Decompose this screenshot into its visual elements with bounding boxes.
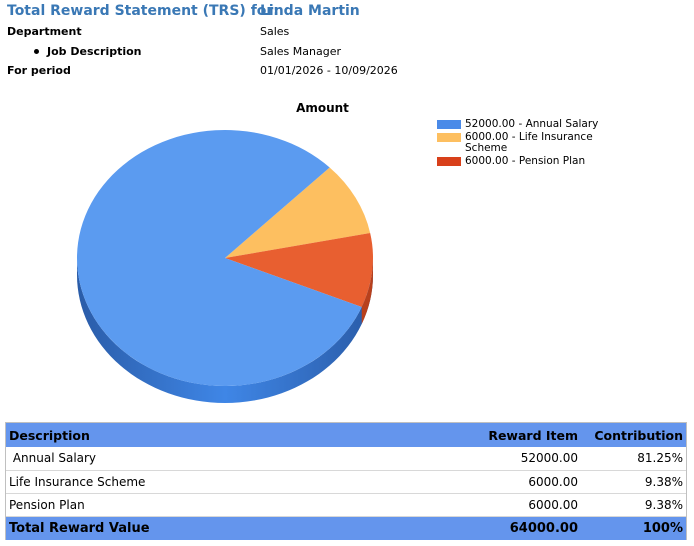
legend-swatch bbox=[437, 120, 461, 129]
row-contribution: 81.25% bbox=[581, 447, 686, 471]
reward-table: Description Reward Item Contribution Ann… bbox=[6, 423, 686, 540]
total-label: Total Reward Value bbox=[6, 516, 446, 540]
job-description-item: Job Description bbox=[34, 45, 142, 58]
column-header-description: Description bbox=[6, 423, 446, 447]
pie-slice bbox=[225, 167, 371, 258]
legend-item: 6000.00 - Pension Plan bbox=[437, 156, 637, 167]
department-label: Department bbox=[7, 25, 82, 38]
row-amount: 52000.00 bbox=[446, 447, 581, 471]
table-row: Pension Plan 6000.00 9.38% bbox=[6, 493, 686, 517]
table-header-row: Description Reward Item Contribution bbox=[6, 423, 686, 447]
legend-item: 52000.00 - Annual Salary bbox=[437, 119, 637, 130]
period-value: 01/01/2026 - 10/09/2026 bbox=[260, 64, 398, 77]
statement-title: Total Reward Statement (TRS) for: bbox=[7, 3, 279, 19]
pie-slice-side bbox=[361, 258, 373, 324]
row-description: Annual Salary bbox=[6, 447, 446, 471]
row-amount: 6000.00 bbox=[446, 470, 581, 494]
row-description: Pension Plan bbox=[6, 493, 446, 517]
table-row: Annual Salary 52000.00 81.25% bbox=[6, 447, 686, 471]
pie-slice bbox=[76, 130, 362, 387]
legend-swatch bbox=[437, 157, 461, 166]
legend-label: 6000.00 - Life Insurance Scheme bbox=[465, 131, 593, 154]
legend-swatch bbox=[437, 133, 461, 142]
bullet-icon bbox=[34, 48, 39, 54]
row-amount: 6000.00 bbox=[446, 493, 581, 517]
job-description-value: Sales Manager bbox=[260, 45, 341, 58]
pie-slice bbox=[225, 233, 373, 307]
total-amount: 64000.00 bbox=[446, 516, 581, 540]
column-header-contribution: Contribution bbox=[581, 423, 686, 447]
legend-label: 6000.00 - Pension Plan bbox=[465, 155, 586, 167]
column-header-reward-item: Reward Item bbox=[446, 423, 581, 447]
pie-chart bbox=[76, 130, 373, 403]
chart-title: Amount bbox=[296, 101, 349, 115]
department-value: Sales bbox=[260, 25, 290, 38]
period-label: For period bbox=[7, 64, 71, 77]
legend-item: 6000.00 - Life Insurance Scheme bbox=[437, 132, 637, 154]
table-row: Life Insurance Scheme 6000.00 9.38% bbox=[6, 470, 686, 494]
row-contribution: 9.38% bbox=[581, 493, 686, 517]
row-contribution: 9.38% bbox=[581, 470, 686, 494]
legend-label: 52000.00 - Annual Salary bbox=[465, 118, 599, 130]
employee-name: Linda Martin bbox=[260, 3, 360, 19]
total-contribution: 100% bbox=[581, 516, 686, 540]
table-total-row: Total Reward Value 64000.00 100% bbox=[6, 516, 686, 540]
chart-legend: 52000.00 - Annual Salary 6000.00 - Life … bbox=[437, 119, 637, 169]
job-description-label: Job Description bbox=[47, 45, 142, 58]
row-description: Life Insurance Scheme bbox=[6, 470, 446, 494]
